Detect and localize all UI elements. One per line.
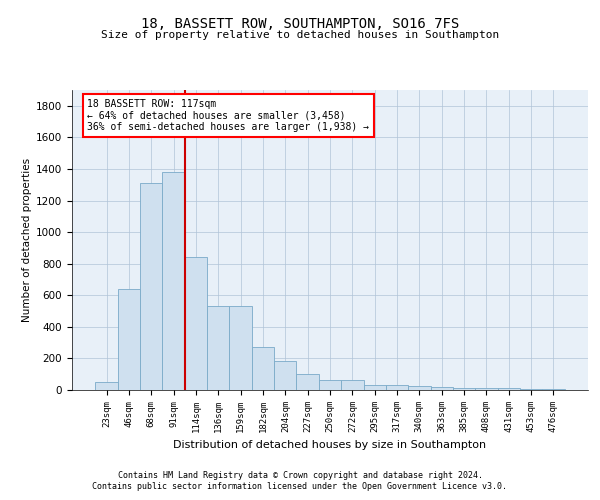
- Bar: [520, 388, 542, 390]
- Text: 18, BASSETT ROW, SOUTHAMPTON, SO16 7FS: 18, BASSETT ROW, SOUTHAMPTON, SO16 7FS: [141, 18, 459, 32]
- Text: Size of property relative to detached houses in Southampton: Size of property relative to detached ho…: [101, 30, 499, 40]
- Bar: [542, 389, 565, 390]
- Bar: [163, 172, 185, 390]
- Bar: [95, 382, 118, 390]
- Bar: [364, 386, 386, 390]
- Bar: [229, 306, 252, 390]
- Y-axis label: Number of detached properties: Number of detached properties: [22, 158, 32, 322]
- Bar: [252, 348, 274, 390]
- Bar: [274, 361, 296, 390]
- Bar: [453, 388, 475, 390]
- Bar: [185, 258, 207, 390]
- Bar: [475, 388, 497, 390]
- Bar: [319, 380, 341, 390]
- X-axis label: Distribution of detached houses by size in Southampton: Distribution of detached houses by size …: [173, 440, 487, 450]
- Bar: [431, 387, 453, 390]
- Bar: [497, 388, 520, 390]
- Bar: [296, 374, 319, 390]
- Bar: [408, 386, 431, 390]
- Bar: [341, 380, 364, 390]
- Text: Contains HM Land Registry data © Crown copyright and database right 2024.: Contains HM Land Registry data © Crown c…: [118, 471, 482, 480]
- Text: 18 BASSETT ROW: 117sqm
← 64% of detached houses are smaller (3,458)
36% of semi-: 18 BASSETT ROW: 117sqm ← 64% of detached…: [88, 99, 370, 132]
- Bar: [386, 386, 408, 390]
- Bar: [118, 289, 140, 390]
- Bar: [207, 306, 229, 390]
- Text: Contains public sector information licensed under the Open Government Licence v3: Contains public sector information licen…: [92, 482, 508, 491]
- Bar: [140, 183, 163, 390]
